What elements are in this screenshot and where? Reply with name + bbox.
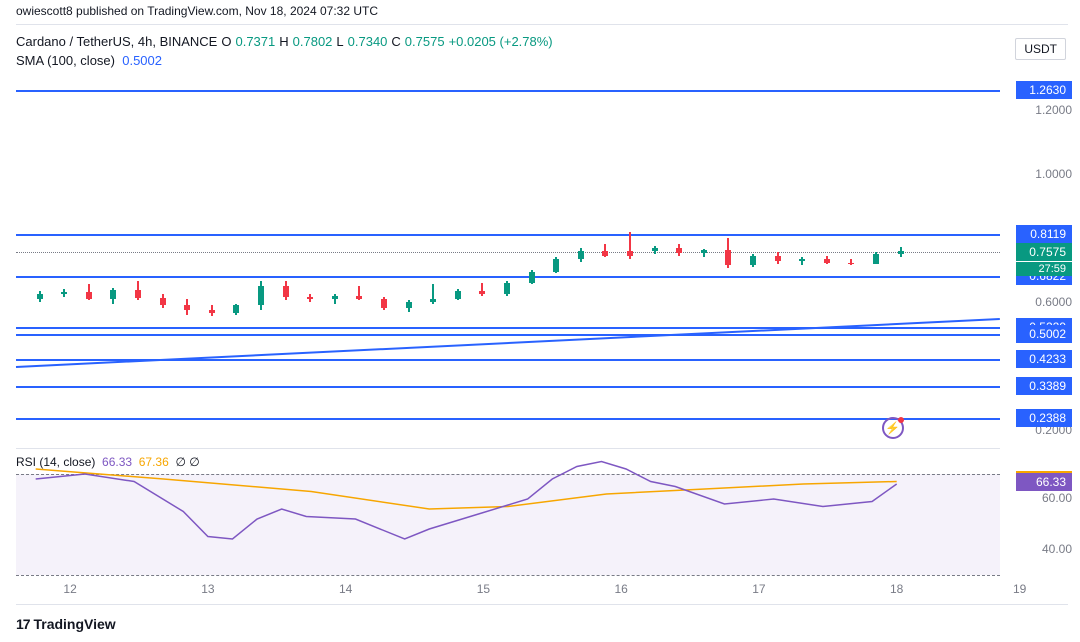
horizontal-level-label: 0.8119: [1016, 225, 1072, 243]
time-tick: 19: [1013, 582, 1026, 596]
price-tick: 1.2000: [1035, 103, 1072, 117]
horizontal-level-label: 0.5002: [1016, 325, 1072, 343]
rsi-line: [36, 462, 897, 540]
change-value: +0.0205 (+2.78%): [449, 34, 553, 49]
horizontal-level-label: 0.4233: [1016, 350, 1072, 368]
rsi-tick: 40.00: [1042, 542, 1072, 556]
c-label: C: [391, 34, 400, 49]
rsi-ma-line: [36, 469, 897, 509]
price-axis[interactable]: 1.20001.00000.60000.20001.26300.81190.68…: [1004, 78, 1072, 430]
tradingview-logo[interactable]: 17 TradingView: [16, 616, 116, 632]
countdown-label: 27:59: [1016, 262, 1072, 276]
high-value: 0.7802: [293, 34, 333, 49]
separator: [16, 604, 1068, 605]
rsi-chart[interactable]: RSI (14, close) 66.33 67.36 ∅ ∅: [16, 448, 1000, 574]
current-price-line: [16, 252, 1000, 253]
horizontal-level-label: 0.3389: [1016, 377, 1072, 395]
close-value: 0.7575: [405, 34, 445, 49]
l-label: L: [336, 34, 343, 49]
sma-label: SMA (100, close): [16, 53, 115, 68]
price-tick: 1.0000: [1035, 167, 1072, 181]
low-value: 0.7340: [348, 34, 388, 49]
horizontal-level-line[interactable]: [16, 90, 1000, 92]
time-axis[interactable]: 1213141516171819: [16, 582, 1000, 602]
horizontal-level-label: 0.2388: [1016, 409, 1072, 427]
time-tick: 18: [890, 582, 903, 596]
o-label: O: [221, 34, 231, 49]
horizontal-level-line[interactable]: [16, 418, 1000, 420]
symbol-info: Cardano / TetherUS, 4h, BINANCE O0.7371 …: [0, 30, 1080, 53]
sma-value: 0.5002: [122, 53, 162, 68]
time-tick: 17: [752, 582, 765, 596]
rsi-value-label: 66.33: [1016, 473, 1072, 491]
header-byline: owiescott8 published on TradingView.com,…: [0, 0, 1080, 22]
rsi-tick: 60.00: [1042, 491, 1072, 505]
horizontal-level-line[interactable]: [16, 334, 1000, 336]
rsi-axis[interactable]: 60.0040.0067.3666.33: [1004, 448, 1072, 574]
h-label: H: [279, 34, 288, 49]
price-tick: 0.6000: [1035, 295, 1072, 309]
horizontal-level-line[interactable]: [16, 234, 1000, 236]
sma-indicator[interactable]: SMA (100, close) 0.5002: [0, 53, 1080, 72]
rsi-band-line: [16, 575, 1000, 576]
open-value: 0.7371: [235, 34, 275, 49]
horizontal-level-line[interactable]: [16, 276, 1000, 278]
time-tick: 15: [477, 582, 490, 596]
current-price-label: 0.7575: [1016, 243, 1072, 261]
time-tick: 13: [201, 582, 214, 596]
time-tick: 16: [614, 582, 627, 596]
price-chart[interactable]: [16, 78, 1000, 430]
quote-currency-badge[interactable]: USDT: [1015, 38, 1066, 60]
separator: [16, 24, 1068, 25]
time-tick: 12: [63, 582, 76, 596]
symbol-pair[interactable]: Cardano / TetherUS, 4h, BINANCE: [16, 34, 217, 49]
horizontal-level-label: 1.2630: [1016, 81, 1072, 99]
flash-icon[interactable]: [882, 417, 904, 439]
time-tick: 14: [339, 582, 352, 596]
horizontal-level-line[interactable]: [16, 386, 1000, 388]
